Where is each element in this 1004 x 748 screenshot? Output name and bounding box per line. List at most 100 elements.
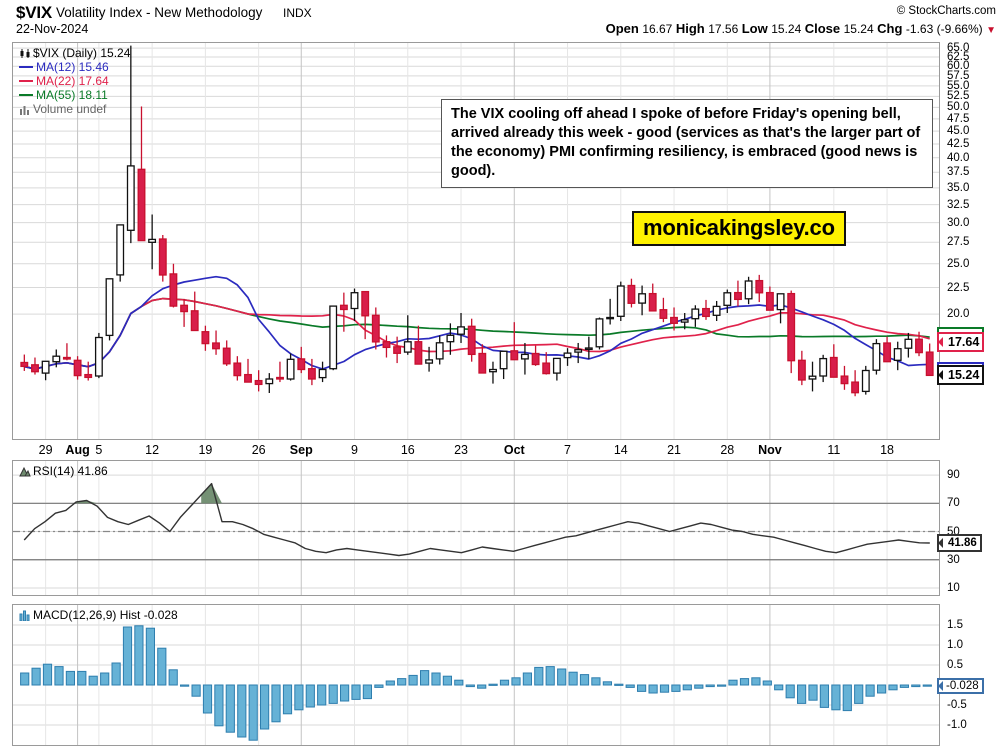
legend-row-series-ma12: MA(12) 15.46 [19,60,130,74]
line-icon [19,65,33,68]
open-value: 16.67 [642,22,673,36]
close-value: 15.24 [843,22,874,36]
rsi-y-axis: 90 70 50 30 10 41.86 [937,460,1004,596]
x-axis-label: 5 [95,443,103,457]
x-axis-label: 14 [613,443,628,457]
legend-label: MA(12) 15.46 [36,60,109,74]
ma22-value-tag: 17.64 [937,332,985,353]
macd-legend-label: MACD(12,26,9) Hist -0.028 [33,608,178,622]
change-down-arrow-icon: ▼ [986,25,996,36]
macd-bars-icon [19,610,31,622]
rsi-legend-label: RSI(14) 41.86 [33,464,108,478]
stockcharts-credit: © StockCharts.com [896,5,996,17]
rsi-plot-area [13,461,939,595]
annotation-textbox: The VIX cooling off ahead I spoke of bef… [441,99,933,188]
legend-row-series-price: $VIX (Daily) 15.24 [19,46,130,60]
price-tick-label: 45.0 [947,125,970,138]
price-tick-label: 60.0 [947,60,970,73]
legend-label: Volume undef [33,102,107,116]
legend-row-series-ma55: MA(55) 18.11 [19,88,130,102]
change-label: Chg [877,21,903,36]
macd-tick-label: 1.5 [947,619,963,631]
price-tick-label: 62.5 [947,50,970,63]
volume-bars-icon [19,104,31,115]
low-label: Low [741,21,768,36]
x-axis-label: 9 [351,443,358,457]
x-axis-label: 29 [38,443,53,457]
rsi-legend: RSI(14) 41.86 [19,464,108,478]
high-label: High [675,21,705,36]
price-legend: $VIX (Daily) 15.24 MA(12) 15.46 MA(22) 17.… [19,46,130,116]
x-axis-label: 12 [145,443,160,457]
quote-bar: Open 16.67 High 17.56 Low 15.24 Close 15… [606,21,996,36]
x-axis-label: 28 [720,443,735,457]
exchange-label: INDX [283,6,312,20]
x-axis-label: 23 [454,443,468,457]
macd-plot-area [13,605,939,745]
macd-value-tag: -0.028 [937,678,984,695]
price-tick-label: 25.0 [947,257,970,270]
close-label: Close [804,21,841,36]
change-value: -1.63 (-9.66%) [905,22,983,36]
macd-tick-label: -0.5 [947,699,967,711]
legend-label: $VIX (Daily) 15.24 [33,46,131,60]
rsi-tick-label: 70 [947,497,960,510]
x-axis-label: 18 [880,443,895,457]
candlestick-icon [19,48,31,59]
price-tick-label: 65.0 [947,42,970,55]
x-axis-label: 26 [251,443,266,457]
macd-tick-label: -1.0 [947,719,967,731]
x-axis-label: Nov [758,443,782,457]
rsi-tick-label: 90 [947,469,960,482]
rsi-tick-label: 10 [947,581,960,594]
line-icon [19,79,33,82]
price-panel: $VIX (Daily) 15.24 MA(12) 15.46 MA(22) 17.… [12,42,940,440]
last-price-tag: 15.24 [937,365,985,386]
price-tick-label: 42.5 [947,138,970,151]
watermark-monicakingsley: monicakingsley.co [632,211,846,246]
price-tick-label: 57.5 [947,69,970,82]
rsi-panel: RSI(14) 41.86 [12,460,940,596]
price-tick-label: 30.0 [947,216,970,229]
price-tick-label: 47.5 [947,112,970,125]
chart-header: $VIX Volatility Index - New Methodology … [0,0,1004,40]
price-y-axis: 65.0 62.5 60.0 57.5 55.0 52.5 50.0 47.5 45.0 42.5… [937,42,1004,440]
x-axis-label: Sep [289,443,313,457]
macd-legend: MACD(12,26,9) Hist -0.028 [19,608,178,622]
legend-row-series-volume: Volume undef [19,102,130,116]
x-axis-dates: 29 Aug 5 12 19 26 Sep 9 16 23 Oct 7 14 21 28 Nov 11 18 [12,441,940,461]
rsi-tick-label: 30 [947,553,960,566]
rsi-value-tag: 41.86 [937,534,982,552]
price-tick-label: 35.0 [947,181,970,194]
macd-panel: MACD(12,26,9) Hist -0.028 [12,604,940,746]
rsi-mountain-icon [19,466,31,477]
price-tick-label: 52.5 [947,90,970,103]
macd-tick-label: 1.0 [947,639,963,651]
x-axis-label: Aug [65,443,90,457]
legend-label: MA(22) 17.64 [36,74,109,88]
high-value: 17.56 [708,22,739,36]
price-tick-label: 20.0 [947,308,970,321]
price-tick-label: 22.5 [947,281,970,294]
price-tick-label: 40.0 [947,151,970,164]
legend-row-series-ma22: MA(22) 17.64 [19,74,130,88]
chart-date: 22-Nov-2024 [16,22,89,36]
x-axis-label: Oct [503,443,525,457]
x-axis-label: 19 [198,443,213,457]
price-tick-label: 37.5 [947,166,970,179]
x-axis-label: 7 [564,443,572,457]
price-tick-label: 50.0 [947,101,970,114]
line-icon [19,93,33,96]
x-axis-label: 21 [667,443,681,457]
x-axis-label: 16 [400,443,415,457]
x-axis-label: 11 [827,443,841,457]
symbol-description: Volatility Index - New Methodology [56,5,263,20]
legend-label: MA(55) 18.11 [36,88,108,102]
macd-tick-label: 0.5 [947,659,963,671]
price-tick-label: 55.0 [947,79,970,92]
macd-y-axis: 1.5 1.0 0.5 -0.5 -1.0 -0.028 [937,604,1004,746]
symbol-ticker: $VIX [16,3,53,22]
low-value: 15.24 [771,22,802,36]
price-tick-label: 32.5 [947,198,970,211]
open-label: Open [605,21,639,36]
